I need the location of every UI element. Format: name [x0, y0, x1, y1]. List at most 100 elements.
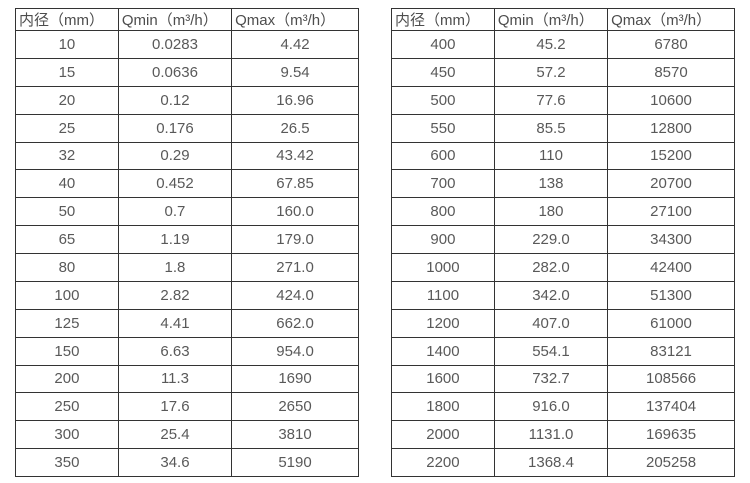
qmax-cell: 160.0	[231, 197, 359, 227]
diameter-cell: 800	[391, 197, 495, 227]
table-row: 1800 916.0 137404	[391, 392, 735, 422]
qmin-cell: 732.7	[493, 364, 609, 394]
column-header-diameter: 内径（mm）	[391, 8, 495, 31]
qmax-cell: 424.0	[231, 280, 359, 310]
table-row: 65 1.19 179.0	[15, 225, 359, 254]
table-row: 550 85.5 12800	[391, 113, 735, 143]
diameter-cell: 300	[15, 420, 119, 450]
diameter-cell: 350	[15, 448, 119, 477]
qmin-cell: 1.8	[117, 253, 233, 282]
diameter-cell: 125	[15, 308, 119, 338]
diameter-cell: 550	[391, 113, 495, 143]
qmax-cell: 169635	[607, 420, 735, 450]
table-row: 2200 1368.4 205258	[391, 448, 735, 477]
table-row: 400 45.2 6780	[391, 30, 735, 59]
column-header-qmax: Qmax（m³/h）	[607, 8, 735, 31]
header-row: 内径（mm） Qmin（m³/h） Qmax（m³/h）	[15, 8, 359, 31]
table-row: 1400 554.1 83121	[391, 336, 735, 366]
diameter-cell: 80	[15, 253, 119, 282]
qmin-cell: 342.0	[493, 280, 609, 310]
qmin-cell: 110	[493, 141, 609, 171]
column-header-diameter: 内径（mm）	[15, 8, 119, 31]
diameter-cell: 40	[15, 169, 119, 199]
qmin-cell: 229.0	[493, 225, 609, 254]
qmin-cell: 1.19	[117, 225, 233, 254]
table-row: 600 110 15200	[391, 141, 735, 171]
table-row: 450 57.2 8570	[391, 57, 735, 87]
diameter-cell: 2000	[391, 420, 495, 450]
qmin-cell: 0.7	[117, 197, 233, 227]
qmax-cell: 15200	[607, 141, 735, 171]
qmax-cell: 83121	[607, 336, 735, 366]
qmin-cell: 407.0	[493, 308, 609, 338]
table-row: 1100 342.0 51300	[391, 280, 735, 310]
diameter-cell: 15	[15, 57, 119, 87]
flow-spec-table-large-diameters: 内径（mm） Qmin（m³/h） Qmax（m³/h） 400 45.2 6780 45…	[391, 8, 735, 477]
table-row: 40 0.452 67.85	[15, 169, 359, 199]
diameter-cell: 32	[15, 141, 119, 171]
qmin-cell: 0.0283	[117, 30, 233, 59]
diameter-cell: 100	[15, 280, 119, 310]
diameter-cell: 1600	[391, 364, 495, 394]
qmin-cell: 2.82	[117, 280, 233, 310]
table-row: 1600 732.7 108566	[391, 364, 735, 394]
qmin-cell: 77.6	[493, 85, 609, 115]
qmin-cell: 0.29	[117, 141, 233, 171]
qmax-cell: 16.96	[231, 85, 359, 115]
qmin-cell: 57.2	[493, 57, 609, 87]
qmax-cell: 662.0	[231, 308, 359, 338]
table-row: 50 0.7 160.0	[15, 197, 359, 227]
diameter-cell: 50	[15, 197, 119, 227]
qmin-cell: 17.6	[117, 392, 233, 422]
table-row: 2000 1131.0 169635	[391, 420, 735, 450]
qmin-cell: 0.176	[117, 113, 233, 143]
qmin-cell: 1131.0	[493, 420, 609, 450]
qmax-cell: 2650	[231, 392, 359, 422]
diameter-cell: 600	[391, 141, 495, 171]
qmin-cell: 916.0	[493, 392, 609, 422]
qmax-cell: 6780	[607, 30, 735, 59]
table-row: 1200 407.0 61000	[391, 308, 735, 338]
qmax-cell: 9.54	[231, 57, 359, 87]
qmax-cell: 12800	[607, 113, 735, 143]
qmax-cell: 3810	[231, 420, 359, 450]
qmax-cell: 34300	[607, 225, 735, 254]
qmax-cell: 27100	[607, 197, 735, 227]
diameter-cell: 1400	[391, 336, 495, 366]
qmax-cell: 43.42	[231, 141, 359, 171]
table-row: 125 4.41 662.0	[15, 308, 359, 338]
qmin-cell: 282.0	[493, 253, 609, 282]
table-row: 300 25.4 3810	[15, 420, 359, 450]
qmin-cell: 0.12	[117, 85, 233, 115]
table-row: 350 34.6 5190	[15, 448, 359, 477]
table-row: 250 17.6 2650	[15, 392, 359, 422]
diameter-cell: 900	[391, 225, 495, 254]
diameter-cell: 700	[391, 169, 495, 199]
qmax-cell: 954.0	[231, 336, 359, 366]
diameter-cell: 1100	[391, 280, 495, 310]
diameter-cell: 65	[15, 225, 119, 254]
diameter-cell: 2200	[391, 448, 495, 477]
qmax-cell: 179.0	[231, 225, 359, 254]
qmin-cell: 6.63	[117, 336, 233, 366]
diameter-cell: 250	[15, 392, 119, 422]
qmax-cell: 26.5	[231, 113, 359, 143]
table-row: 80 1.8 271.0	[15, 253, 359, 282]
diameter-cell: 1000	[391, 253, 495, 282]
column-header-qmin: Qmin（m³/h）	[117, 8, 233, 31]
qmax-cell: 42400	[607, 253, 735, 282]
flow-spec-table-small-diameters: 内径（mm） Qmin（m³/h） Qmax（m³/h） 10 0.0283 4.42 1…	[15, 8, 359, 477]
qmin-cell: 11.3	[117, 364, 233, 394]
qmax-cell: 271.0	[231, 253, 359, 282]
qmin-cell: 34.6	[117, 448, 233, 477]
qmax-cell: 108566	[607, 364, 735, 394]
table-row: 800 180 27100	[391, 197, 735, 227]
qmax-cell: 20700	[607, 169, 735, 199]
table-row: 15 0.0636 9.54	[15, 57, 359, 87]
diameter-cell: 10	[15, 30, 119, 59]
column-header-qmax: Qmax（m³/h）	[231, 8, 359, 31]
qmax-cell: 61000	[607, 308, 735, 338]
qmin-cell: 1368.4	[493, 448, 609, 477]
qmax-cell: 8570	[607, 57, 735, 87]
qmax-cell: 4.42	[231, 30, 359, 59]
